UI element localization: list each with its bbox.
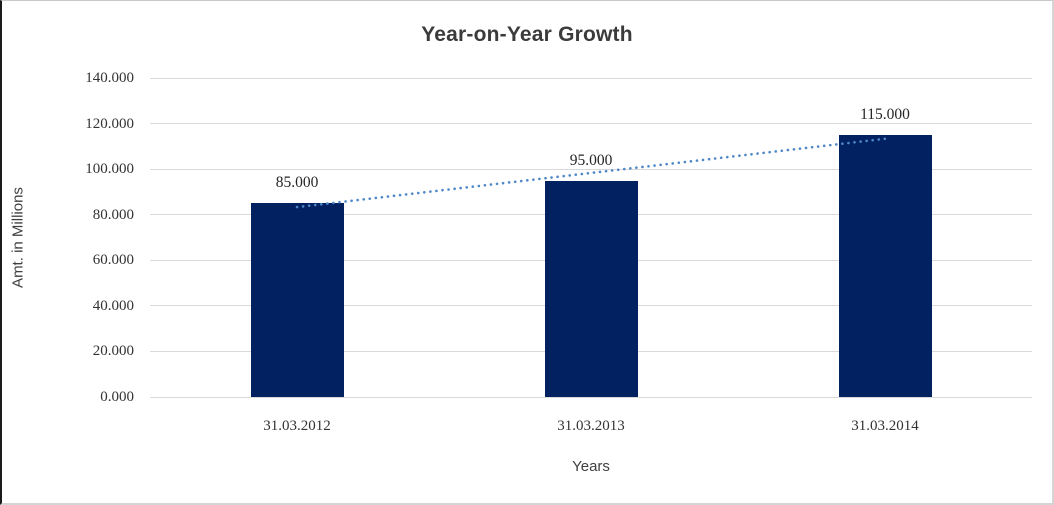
- bar: [544, 180, 638, 397]
- x-tick-label: 31.03.2012: [263, 418, 331, 434]
- bar-value-label: 85.000: [275, 174, 319, 192]
- bar-value-label: 95.000: [569, 151, 613, 169]
- y-tick-label: 20.000: [92, 343, 134, 360]
- chart-title: Year-on-Year Growth: [421, 23, 633, 46]
- y-tick-label: 60.000: [92, 252, 134, 269]
- bar: [250, 203, 344, 397]
- x-tick-label: 31.03.2013: [557, 418, 625, 434]
- y-tick-label: 120.000: [85, 115, 134, 132]
- y-axis-title: Amt. in Millions: [9, 187, 27, 288]
- y-gridline: [150, 396, 1032, 398]
- x-axis-title: Years: [572, 458, 610, 475]
- bar-value-label: 115.000: [860, 105, 910, 123]
- y-tick-label: 0.000: [100, 389, 134, 405]
- y-tick-label: 100.000: [85, 161, 134, 178]
- y-gridline: [150, 123, 1032, 125]
- bar: [838, 134, 932, 397]
- y-gridline: [150, 77, 1032, 79]
- y-tick-label: 140.000: [85, 70, 134, 86]
- y-tick-label: 40.000: [92, 297, 134, 314]
- y-tick-label: 80.000: [92, 206, 134, 223]
- x-tick-label: 31.03.2014: [851, 418, 919, 434]
